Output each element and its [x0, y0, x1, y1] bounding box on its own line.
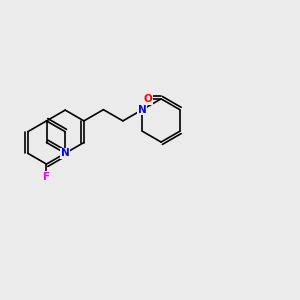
Text: N: N [138, 105, 147, 115]
Text: O: O [143, 94, 152, 104]
Text: N: N [61, 148, 70, 158]
Text: F: F [43, 172, 50, 182]
